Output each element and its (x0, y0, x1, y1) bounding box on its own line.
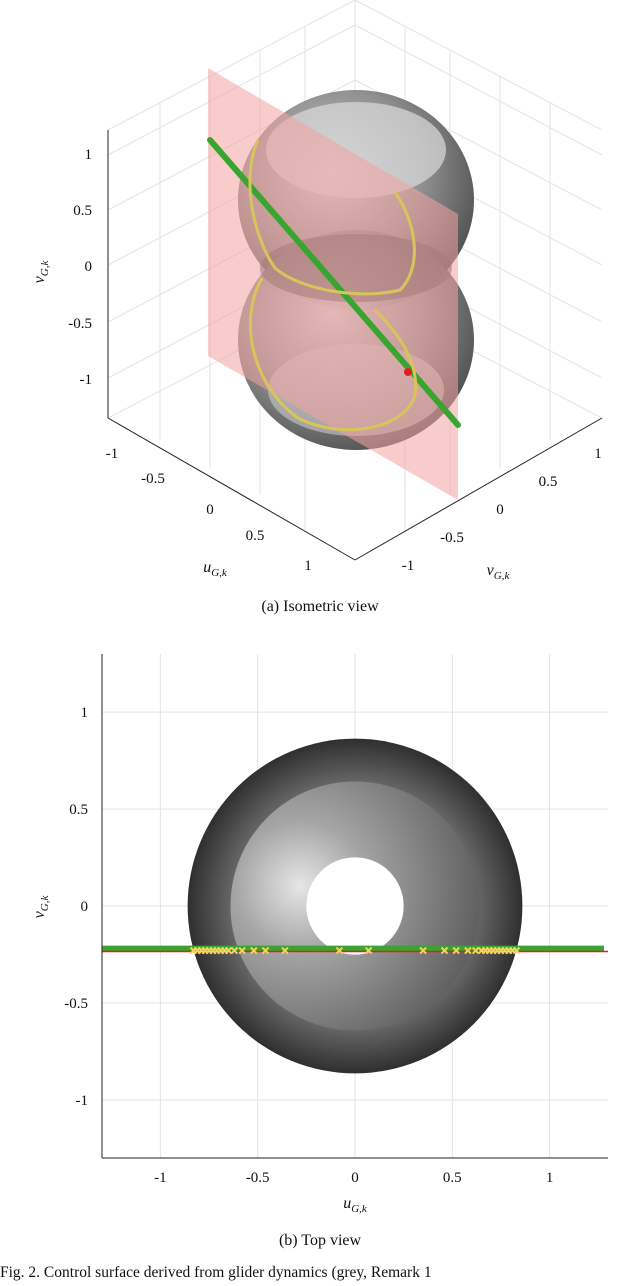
iso-y-tick: 0 (496, 502, 504, 518)
x-tick-label: 0.5 (443, 1170, 462, 1186)
top-y-label: vG,k (31, 895, 51, 919)
iso-y-label: vG,k (487, 562, 511, 582)
y-tick-label: 1 (81, 705, 89, 721)
intersection-marker (281, 946, 289, 955)
iso-z-tick: 1 (85, 147, 93, 163)
intersection-marker (364, 946, 373, 955)
top-surface (187, 738, 523, 1074)
intersection-marker (464, 946, 472, 955)
iso-y-tick: -1 (402, 558, 415, 574)
iso-red-marker (404, 368, 412, 376)
iso-y-ticks: 1 0.5 0 -0.5 -1 (402, 446, 602, 574)
x-tick-label: -0.5 (246, 1170, 270, 1186)
intersection-marker (471, 946, 480, 955)
intersection-marker (250, 946, 258, 955)
top-lines (102, 945, 608, 953)
iso-x-tick: 0 (206, 502, 214, 518)
iso-y-tick: 1 (594, 446, 602, 462)
top-x-label: uG,k (343, 1195, 368, 1215)
intersection-marker (452, 946, 460, 955)
figure-caption: Fig. 2. Control surface derived from gli… (0, 1264, 432, 1281)
iso-x-tick: 1 (304, 558, 312, 574)
iso-x-tick: -1 (106, 446, 119, 462)
iso-z-tick: -1 (80, 372, 93, 388)
iso-x-label: uG,k (203, 559, 228, 579)
caption-top-view: (b) Top view (278, 1232, 362, 1249)
x-tick-label: 1 (546, 1170, 554, 1186)
intersection-marker (230, 946, 239, 955)
iso-y-tick: 0.5 (539, 474, 558, 490)
y-tick-label: 0.5 (69, 802, 88, 818)
y-tick-label: -1 (76, 1093, 89, 1109)
isometric-plot: 1 0.5 0 -0.5 -1 vG,k -1 -0.5 0 0.5 1 uG,… (31, 0, 603, 582)
iso-y-tick: -0.5 (440, 530, 464, 546)
intersection-marker (512, 946, 521, 955)
x-tick-label: -1 (154, 1170, 167, 1186)
intersection-marker (335, 946, 344, 955)
intersection-marker (419, 946, 427, 955)
intersection-marker (238, 946, 246, 955)
intersection-marker (261, 946, 270, 955)
intersection-marker (224, 946, 233, 955)
iso-x-tick: -0.5 (141, 471, 165, 487)
top-x-ticks: -1 -0.5 0 0.5 1 (154, 1170, 553, 1186)
iso-x-ticks: -1 -0.5 0 0.5 1 (106, 446, 312, 574)
iso-x-tick: 0.5 (246, 528, 265, 544)
caption-isometric: (a) Isometric view (261, 598, 379, 615)
iso-z-ticks: 1 0.5 0 -0.5 -1 (68, 147, 92, 388)
iso-z-label: vG,k (31, 260, 51, 284)
iso-axes-box (107, 130, 603, 561)
iso-z-tick: 0.5 (73, 203, 92, 219)
x-tick-label: 0 (351, 1170, 359, 1186)
intersection-marker (440, 946, 449, 955)
top-view-plot: -1 -0.5 0 0.5 1 1 0.5 0 -0.5 -1 uG,k vG,k (31, 654, 608, 1215)
iso-intersection-lower (249, 277, 418, 432)
top-markers (189, 946, 521, 955)
iso-z-tick: -0.5 (68, 316, 92, 332)
surface-hole (306, 857, 404, 955)
y-tick-label: -0.5 (64, 996, 88, 1012)
top-y-ticks: 1 0.5 0 -0.5 -1 (64, 705, 88, 1109)
iso-intersection-upper (248, 139, 416, 296)
iso-z-tick: 0 (85, 259, 93, 275)
y-tick-label: 0 (81, 899, 89, 915)
